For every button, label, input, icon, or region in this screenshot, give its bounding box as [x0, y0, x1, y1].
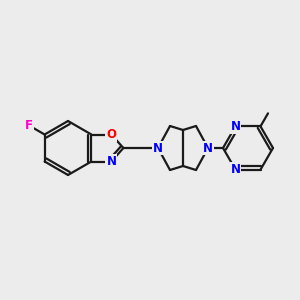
Text: N: N	[106, 155, 116, 168]
Text: O: O	[106, 128, 116, 141]
Text: F: F	[25, 119, 33, 132]
Text: N: N	[153, 142, 163, 154]
Text: N: N	[230, 163, 241, 176]
Text: N: N	[203, 142, 213, 154]
Text: N: N	[230, 120, 241, 133]
